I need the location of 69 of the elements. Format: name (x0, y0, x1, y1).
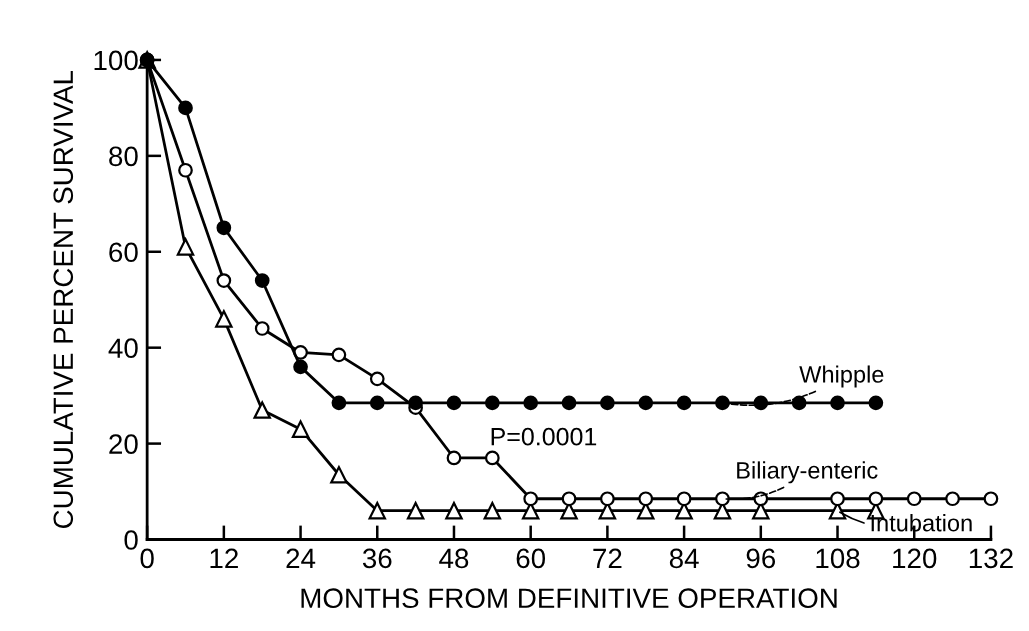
point (484, 395, 500, 411)
y-tick-label: 0 (124, 530, 138, 550)
point (446, 395, 462, 411)
point (253, 401, 271, 419)
point (369, 371, 385, 387)
point (906, 491, 922, 507)
point (291, 420, 310, 438)
point (216, 220, 232, 236)
point (445, 501, 463, 520)
point (983, 491, 999, 507)
point (446, 450, 462, 466)
y-tick-label: 80 (109, 146, 138, 167)
point (484, 450, 500, 466)
series-label: Whipple (799, 365, 884, 388)
point (676, 395, 692, 411)
x-tick-label: 72 (593, 548, 622, 568)
point (676, 491, 692, 507)
x-tick-label: 132 (969, 548, 1013, 569)
x-tick-label: 24 (286, 548, 316, 568)
point (600, 395, 615, 411)
point (254, 321, 270, 336)
point (638, 491, 654, 507)
point (368, 501, 387, 520)
y-tick-label: 100 (94, 50, 138, 71)
x-tick-label: 0 (140, 548, 154, 569)
x-tick-label: 12 (210, 548, 238, 568)
point (945, 491, 960, 507)
series-label: Biliary-enteric (737, 461, 878, 484)
point (600, 491, 615, 507)
y-tick-label: 60 (109, 242, 138, 263)
point (293, 359, 308, 375)
legend-label: Intubation (871, 514, 972, 532)
point (638, 395, 654, 411)
y-axis-title: CUMULATIVE PERCENT SURVIVAL (53, 70, 74, 529)
x-tick-label: 60 (516, 548, 546, 569)
point (215, 310, 233, 328)
x-tick-label: 48 (439, 548, 469, 569)
x-tick-label: 108 (816, 548, 860, 569)
point (868, 395, 884, 411)
point (523, 395, 539, 411)
point (715, 395, 730, 411)
point (330, 466, 348, 484)
point (176, 238, 195, 256)
point (561, 491, 577, 507)
point (406, 501, 425, 520)
point (523, 491, 539, 507)
x-tick-label: 84 (669, 548, 699, 569)
point (408, 395, 423, 411)
point (830, 491, 845, 507)
x-tick-label: 36 (362, 548, 392, 569)
x-tick-label: 96 (746, 548, 776, 569)
x-tick-label: 120 (893, 548, 937, 569)
point (561, 395, 577, 411)
point (830, 395, 845, 411)
x-axis-title: MONTHS FROM DEFINITIVE OPERATION (301, 588, 837, 609)
point (715, 491, 730, 507)
y-tick-label: 40 (108, 338, 138, 359)
point (254, 273, 270, 288)
point (791, 395, 807, 411)
annotation: P=0.0001 (491, 427, 597, 446)
point (369, 395, 385, 411)
point (216, 273, 232, 288)
point (178, 100, 193, 116)
point (483, 501, 502, 520)
point (331, 347, 347, 363)
y-tick-label: 20 (109, 434, 138, 454)
point (178, 162, 193, 178)
point (331, 395, 347, 411)
point (868, 491, 884, 507)
